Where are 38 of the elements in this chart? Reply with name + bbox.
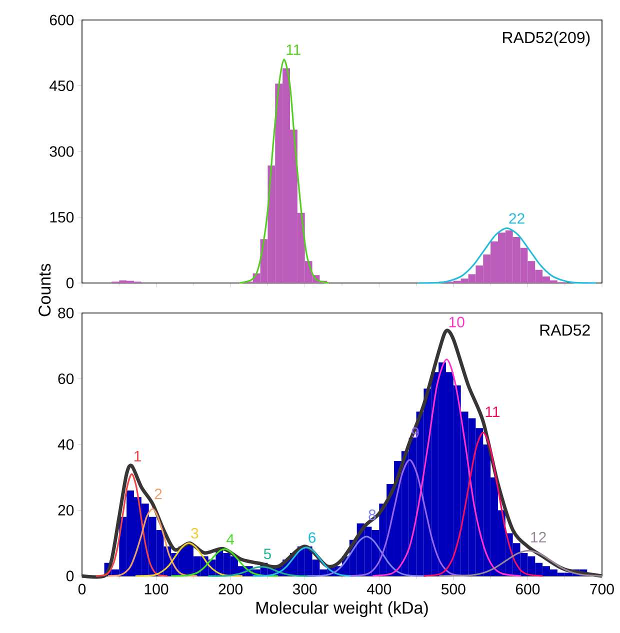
series-label: 12 xyxy=(531,532,546,542)
y-axis-title: Counts xyxy=(38,264,51,316)
series-label: 3 xyxy=(191,528,198,539)
y-tick-label: 0 xyxy=(66,570,74,582)
x-tick-label: 100 xyxy=(144,584,168,594)
x-tick-label: 500 xyxy=(442,584,466,594)
y-tick-label: 300 xyxy=(50,146,74,157)
y-tick-label: 450 xyxy=(50,80,74,92)
series-label: 9 xyxy=(412,427,419,438)
y-tick-label: 40 xyxy=(58,439,74,450)
x-tick-label: 700 xyxy=(590,584,614,594)
x-tick-label: 0 xyxy=(78,584,86,594)
series-label: 6 xyxy=(308,532,316,543)
text: 10 xyxy=(449,316,464,328)
x-axis-title: Molecular weight (kDa) xyxy=(256,601,428,618)
series-label: 8 xyxy=(368,510,376,520)
series-label: 2 xyxy=(154,488,162,500)
text: RAD52 xyxy=(540,324,590,336)
series-label: 4 xyxy=(226,534,234,545)
line-series xyxy=(438,550,603,577)
y-tick-label: 150 xyxy=(50,212,74,223)
series-label: 11 xyxy=(286,44,300,55)
y-tick-label: 60 xyxy=(58,373,74,384)
x-tick-label: 400 xyxy=(366,584,392,594)
series-label: 22 xyxy=(509,213,524,224)
text: RAD52(209) xyxy=(503,31,590,46)
series-label: 11 xyxy=(486,406,500,417)
line-series xyxy=(238,58,330,284)
x-tick-label: 200 xyxy=(218,584,242,594)
x-tick-label: 600 xyxy=(516,584,540,594)
y-tick-label: 80 xyxy=(58,308,74,318)
series-label: 1 xyxy=(134,451,141,462)
y-tick-label: 0 xyxy=(66,278,74,288)
line-series xyxy=(416,227,597,284)
x-tick-label: 300 xyxy=(292,584,317,594)
y-tick-label: 20 xyxy=(58,504,74,516)
series-label: 5 xyxy=(264,548,272,560)
y-tick-label: 600 xyxy=(50,14,74,26)
